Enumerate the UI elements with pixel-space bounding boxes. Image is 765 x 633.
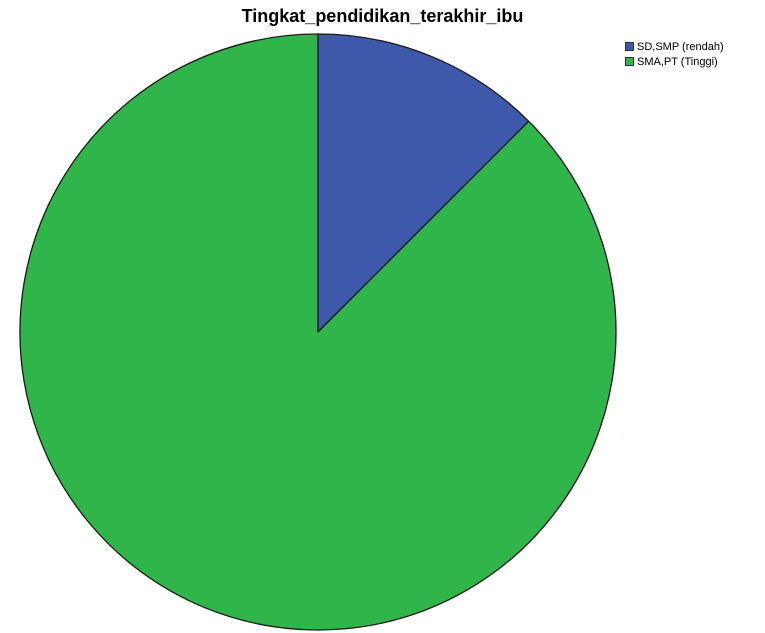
pie-slice-sd-smp	[317, 33, 530, 333]
pie-slice-sma-pt	[19, 33, 617, 631]
legend-label-sd-smp: SD,SMP (rendah)	[637, 40, 724, 53]
legend-swatch-sma-pt	[625, 57, 634, 66]
legend-item-sd-smp: SD,SMP (rendah)	[625, 39, 724, 54]
legend-swatch-sd-smp	[625, 42, 634, 51]
legend-item-sma-pt: SMA,PT (Tinggi)	[625, 54, 724, 69]
pie-slices	[19, 33, 617, 631]
legend: SD,SMP (rendah) SMA,PT (Tinggi)	[625, 39, 724, 69]
chart-title: Tingkat_pendidikan_terakhir_ibu	[241, 6, 524, 26]
legend-label-sma-pt: SMA,PT (Tinggi)	[637, 55, 718, 68]
